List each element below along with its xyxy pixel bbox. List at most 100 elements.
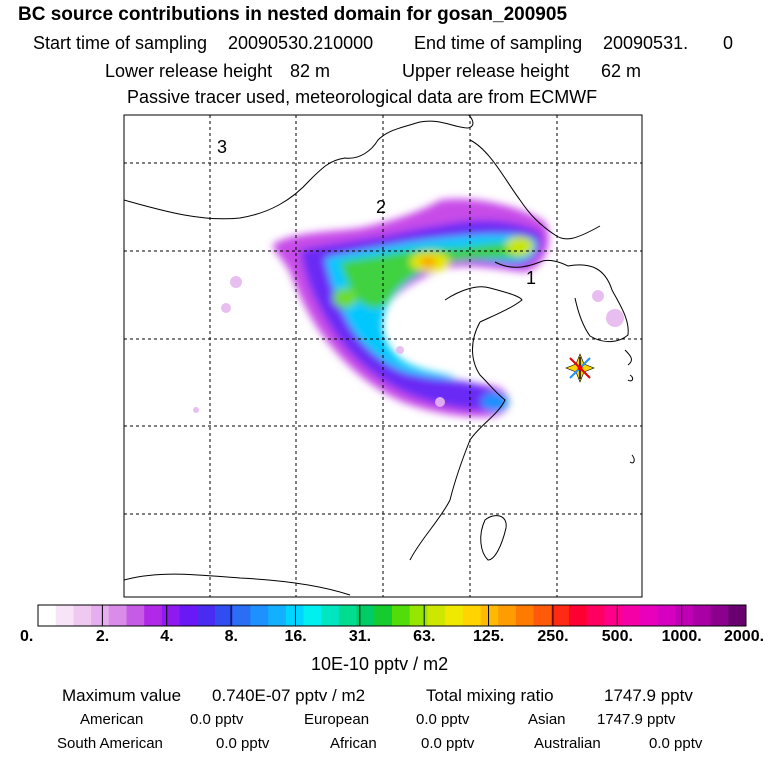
colorbar-swatch	[215, 605, 234, 626]
total-value: 1747.9 pptv	[604, 686, 693, 705]
colorbar-swatch	[498, 605, 517, 626]
colorbar-swatch	[462, 605, 481, 626]
colorbar-swatch	[586, 605, 605, 626]
region-label-3: 3	[217, 137, 228, 157]
colorbar-swatch	[427, 605, 446, 626]
colorbar-swatch	[108, 605, 127, 626]
colorbar-tick-label: 1000.	[661, 628, 702, 645]
colorbar-swatch	[179, 605, 198, 626]
plume-band-green	[340, 242, 531, 309]
plume-band-blue-spot	[481, 392, 509, 412]
colorbar-swatch	[551, 605, 570, 626]
faint-spot	[193, 407, 199, 413]
region-label-1: 1	[526, 268, 537, 288]
colorbar-swatch	[480, 605, 499, 626]
asian-value: 1747.9 pptv	[597, 711, 676, 728]
colorbar-swatch	[675, 605, 694, 626]
map-frame	[123, 114, 643, 598]
colorbar-swatch	[250, 605, 269, 626]
colorbar-swatch	[657, 605, 676, 626]
border-mongolia	[124, 115, 474, 220]
taiwan	[480, 515, 507, 561]
colorbar-tick-label: 16.	[284, 628, 307, 645]
korea-coast	[567, 264, 629, 342]
faint-spot	[396, 346, 404, 354]
colorbar-swatch	[710, 605, 729, 626]
colorbar-swatch	[692, 605, 712, 626]
end-time-value: 20090531.	[603, 33, 689, 53]
australian-label: Australian	[534, 735, 601, 752]
start-time-value: 20090530.210000	[228, 33, 374, 53]
colorbar-tick-label: 63.	[413, 628, 436, 645]
colorbar-tick-label: 0.	[20, 628, 34, 645]
lower-height-value: 82 m	[290, 61, 331, 81]
faint-spot	[606, 309, 624, 327]
south-american-label: South American	[57, 735, 163, 752]
colorbar-swatch	[515, 605, 535, 626]
colorbar-tick-label: 500.	[601, 628, 633, 645]
lower-height-label: Lower release height	[105, 61, 273, 81]
european-label: European	[304, 711, 370, 728]
plume-band-green-spot	[333, 288, 357, 308]
colorbar-swatch	[639, 605, 658, 626]
european-value: 0.0 pptv	[416, 711, 470, 728]
upper-height-value: 62 m	[601, 61, 642, 81]
colorbar-swatch	[55, 605, 74, 626]
faint-spot	[221, 303, 231, 313]
colorbar-swatch	[268, 605, 287, 626]
coast-shandong	[444, 286, 523, 323]
faint-spot	[435, 397, 445, 407]
colorbar-tick-label: 31.	[348, 628, 372, 645]
south-american-value: 0.0 pptv	[216, 735, 270, 752]
colorbar-swatch	[303, 605, 322, 626]
end-time-value-2: 0	[723, 33, 734, 53]
colorbar-swatch	[374, 605, 393, 626]
colorbar-swatch	[604, 605, 623, 626]
colorbar-swatch	[144, 605, 163, 626]
colorbar-swatch	[445, 605, 464, 626]
coast-east	[409, 321, 506, 561]
african-label: African	[330, 735, 377, 752]
colorbar-swatch	[338, 605, 358, 626]
colorbar-tick-label: 250.	[537, 628, 569, 645]
colorbar-swatch	[533, 605, 552, 626]
colorbar-swatch	[285, 605, 304, 626]
plume-band-yellow-2	[506, 236, 534, 256]
japan-islets	[624, 349, 635, 464]
maximum-value: 0.740E-07 pptv / m2	[212, 686, 366, 705]
end-time-label: End time of sampling	[414, 33, 583, 53]
colorbar-swatch	[91, 605, 110, 626]
colorbar-tick-label: 8.	[224, 628, 238, 645]
colorbar-swatch	[161, 605, 181, 626]
upper-height-label: Upper release height	[402, 61, 570, 81]
coast-bohai	[494, 259, 569, 268]
colorbar-swatch	[356, 605, 375, 626]
start-time-label: Start time of sampling	[33, 33, 208, 53]
american-label: American	[80, 711, 144, 728]
colorbar-swatch	[73, 605, 92, 626]
colorbar-swatch	[38, 605, 57, 626]
colorbar-unit: 10E-10 pptv / m2	[311, 654, 449, 674]
colorbar-swatch	[321, 605, 340, 626]
chart-title: BC source contributions in nested domain…	[18, 4, 568, 25]
border-south	[124, 573, 351, 596]
asian-label: Asian	[528, 711, 566, 728]
plume-band-orange	[420, 257, 436, 267]
colorbar-tick-label: 2000.	[724, 628, 765, 645]
colorbar-swatch	[569, 605, 588, 626]
australian-value: 0.0 pptv	[649, 735, 703, 752]
american-value: 0.0 pptv	[190, 711, 244, 728]
colorbar-swatch	[728, 605, 747, 626]
colorbar-swatch	[126, 605, 145, 626]
region-label-2: 2	[376, 197, 387, 217]
receptor-marker	[565, 353, 595, 383]
maximum-label: Maximum value	[62, 686, 182, 705]
colorbar-tick-label: 4.	[160, 628, 174, 645]
colorbar-swatch	[409, 605, 428, 626]
faint-spot	[592, 290, 604, 302]
tracer-note: Passive tracer used, meteorological data…	[127, 87, 598, 107]
colorbar-swatch	[197, 605, 216, 626]
colorbar-frame	[37, 604, 747, 627]
faint-spot	[230, 276, 242, 288]
